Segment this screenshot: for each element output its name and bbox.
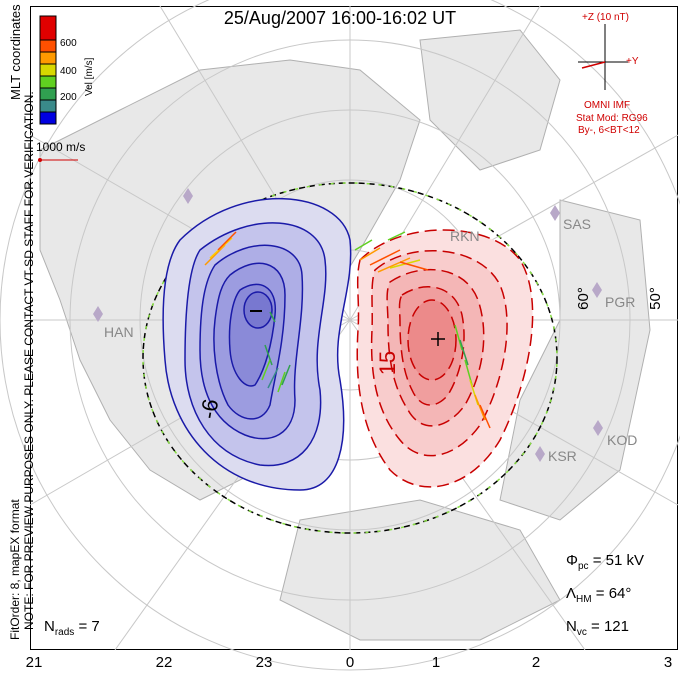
preview-note: NOTE: FOR PREVIEW PURPOSES ONLY. PLEASE …: [22, 91, 36, 630]
europe-land: [499, 199, 651, 521]
imf-plus-y-label: +Y: [626, 56, 639, 67]
imf-by-bt-label: By-, 6<BT<12: [578, 125, 640, 136]
velocity-scale-label: 1000 m/s: [36, 140, 86, 154]
mlt-label-21: 21: [25, 654, 43, 671]
phi-pc-stat: Φpc = 51 kV: [566, 552, 645, 572]
mlt-label-0: 0: [345, 654, 355, 671]
station-marker-kod: [593, 420, 603, 436]
lat-label-60: 60°: [574, 287, 592, 310]
lambda-hm-value: 64°: [608, 585, 632, 602]
station-sas: SAS: [563, 216, 592, 232]
velocity-colorbar: [39, 15, 57, 125]
imf-plus-z-label: +Z (10 nT): [582, 12, 629, 23]
map-frame: [30, 6, 678, 650]
mlt-label-3: 3: [663, 654, 673, 671]
fit-note: FitOrder: 8, mapEX format: [8, 499, 22, 640]
contour-label-neg: -6: [195, 397, 224, 421]
pos-max-marker: [431, 332, 445, 346]
mlt-label-23: 23: [255, 654, 273, 671]
velocity-vectors: [204, 231, 491, 429]
mlt-label-22: 22: [155, 654, 173, 671]
station-pgr: PGR: [605, 294, 636, 310]
imf-omni-label: OMNI IMF: [584, 100, 631, 111]
station-kod: KOD: [607, 432, 638, 448]
station-marker-pgr: [592, 282, 602, 298]
lat-label-50: 50°: [646, 287, 664, 310]
station-markers: [93, 188, 603, 462]
velocity-scale-arrow: [38, 158, 78, 162]
station-rkn: RKN: [450, 228, 480, 244]
n-rads-stat: Nrads = 7: [44, 618, 100, 638]
imf-stat-mod-label: Stat Mod: RG96: [576, 113, 648, 124]
colorbar-tick-200: 200: [60, 92, 77, 103]
colorbar-label: Vel [m/s]: [84, 57, 95, 96]
colorbar-tick-600: 600: [60, 38, 77, 49]
mlt-label-2: 2: [531, 654, 541, 671]
station-marker-west: [183, 188, 193, 204]
mlt-coordinates-label: MLT coordinates: [8, 4, 23, 100]
phi-pc-value: 51: [605, 552, 623, 569]
asia-land: [279, 499, 561, 641]
colorbar-tick-400: 400: [60, 66, 77, 77]
station-ksr: KSR: [548, 448, 577, 464]
positive-potential-cell: [356, 229, 534, 488]
station-marker-ksr: [535, 446, 545, 462]
station-marker-sas: [550, 205, 560, 221]
n-vc-value: 121: [603, 618, 629, 635]
pos-contour-5: [407, 299, 457, 381]
greenland-land: [419, 29, 561, 171]
map-title: 25/Aug/2007 16:00-16:02 UT: [223, 8, 457, 28]
lambda-hm-stat: ΛHM = 64°: [566, 585, 632, 605]
hm-boundary: [142, 182, 558, 534]
n-rads-value: 7: [91, 618, 100, 635]
station-marker-han: [93, 306, 103, 322]
station-han: HAN: [104, 324, 134, 340]
phi-pc-unit: kV: [626, 552, 645, 569]
mlt-label-1: 1: [431, 654, 441, 671]
imf-clock: [578, 24, 628, 90]
n-vc-stat: Nvc = 121: [566, 618, 629, 638]
negative-potential-cell: [162, 198, 352, 491]
contour-label-pos: 15: [375, 350, 401, 376]
